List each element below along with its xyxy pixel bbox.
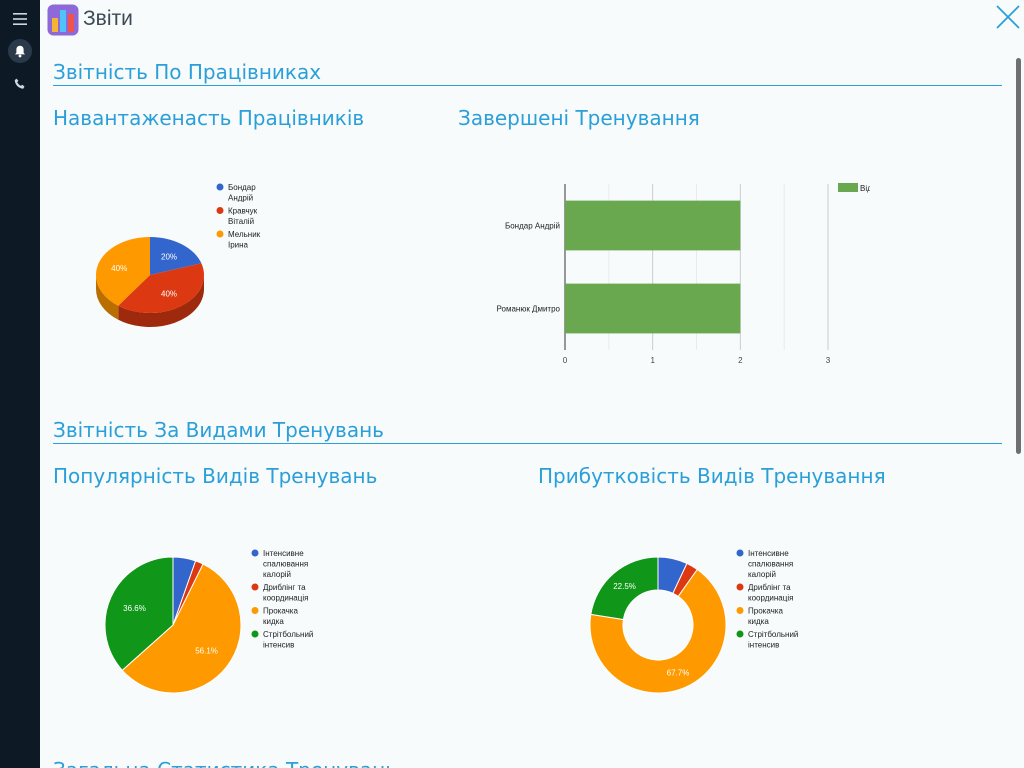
legend-swatch	[251, 549, 259, 557]
x-tick-label: 0	[563, 356, 568, 365]
legend-swatch	[216, 183, 224, 191]
sidebar	[0, 0, 40, 768]
slice-data-label: 36.6%	[123, 604, 146, 613]
slice-data-label: 56.1%	[195, 647, 218, 656]
legend-label: Дриблінг та	[263, 583, 306, 592]
legend-label: Стрітбольний	[748, 630, 798, 639]
legend-label: координація	[263, 594, 308, 603]
chart-title-completed: Завершені Тренування	[458, 106, 700, 130]
legend-label: Мельник	[228, 230, 261, 239]
bell-icon[interactable]	[8, 39, 32, 63]
section-divider	[53, 85, 1002, 86]
legend-label: Ірина	[228, 241, 249, 250]
legend-label: Кравчук	[228, 207, 258, 216]
legend-label: Відбувся	[860, 184, 870, 193]
legend-label: калорій	[263, 570, 291, 579]
pie-slice-мельник-ірина	[96, 237, 150, 306]
section-title-general: Загальна Статистика Тренувань	[53, 758, 397, 768]
slice-data-label: 22.5%	[613, 582, 636, 591]
legend-label: Стрітбольний	[263, 630, 313, 639]
menu-icon[interactable]	[8, 7, 32, 31]
close-icon[interactable]	[994, 3, 1022, 31]
pie-slice-side-мельник-ірина	[96, 275, 119, 320]
legend-label: Інтенсивне	[748, 549, 789, 558]
legend-label: Андрій	[228, 194, 253, 203]
legend-swatch	[251, 607, 259, 614]
title-bar: Звіти	[40, 0, 1024, 40]
phone-icon[interactable]	[8, 72, 32, 96]
legend-swatch	[251, 583, 259, 591]
legend-swatch	[736, 607, 744, 614]
legend-label: спалювання	[263, 560, 308, 569]
x-tick-label: 2	[738, 356, 743, 365]
legend-label: калорій	[748, 570, 776, 579]
donut-slice-прокачка-кидка	[589, 568, 727, 694]
x-tick-label: 1	[650, 356, 655, 365]
pie-slice-side-кравчук-віталій	[118, 275, 204, 327]
chart-title-workload: Навантаженасть Працівників	[53, 106, 365, 130]
legend-label: кидка	[263, 617, 284, 626]
donut-slice-стрітбольний-інтенсив	[590, 556, 659, 621]
legend-swatch	[216, 207, 224, 214]
bar-chart-app-icon	[47, 4, 79, 36]
chart-title-profitability: Прибутковість Видів Тренування	[538, 464, 886, 488]
bar-бондар-андрій	[565, 200, 741, 251]
legend-label: інтенсив	[748, 641, 779, 650]
pie-data-label: 20%	[161, 253, 177, 262]
pie-data-label: 40%	[111, 264, 127, 273]
legend-label: Віталій	[228, 217, 254, 226]
legend-label: координація	[748, 594, 793, 603]
y-category-label: Бондар Андрій	[505, 222, 560, 231]
legend-label: Інтенсивне	[263, 549, 304, 558]
legend-swatch	[838, 183, 858, 192]
legend-label: Прокачка	[748, 607, 783, 616]
legend-swatch	[736, 549, 744, 557]
pie-slice-бондар-андрій	[150, 237, 202, 275]
y-category-label: Романюк Дмитро	[497, 305, 561, 314]
legend-label: інтенсив	[263, 641, 294, 650]
legend-label: Дриблінг та	[748, 583, 791, 592]
chart-title-popularity: Популярність Видів Тренувань	[53, 464, 378, 488]
window-title: Звіти	[83, 7, 133, 30]
section-divider	[53, 443, 1002, 444]
legend-swatch	[216, 230, 224, 238]
completed-bar-chart: 0 1 2 3 Бондар Андрій Романюк Дмитро Відбувся	[497, 183, 870, 365]
reports-content: Звітність По Працівниках Навантаженасть …	[40, 40, 1002, 768]
x-tick-label: 3	[826, 356, 831, 365]
legend-swatch	[251, 630, 259, 638]
legend-label: Прокачка	[263, 607, 298, 616]
bar-романюк-дмитро	[565, 283, 741, 334]
pie-data-label: 40%	[161, 289, 177, 298]
legend-swatch	[736, 583, 744, 591]
section-title-employees: Звітність По Працівниках	[53, 60, 322, 84]
legend-label: спалювання	[748, 560, 793, 569]
pie-slice-прокачка-кидка	[121, 563, 242, 694]
scrollbar[interactable]	[1016, 58, 1021, 454]
section-title-training-types: Звітність За Видами Тренувань	[53, 418, 384, 442]
legend-label: кидка	[748, 617, 769, 626]
legend-swatch	[736, 630, 744, 638]
legend-label: Бондар	[228, 183, 256, 192]
pie-slice-стрітбольний-інтенсив	[104, 556, 174, 671]
pie-slice-кравчук-віталій	[118, 263, 204, 313]
slice-data-label: 67.7%	[667, 668, 690, 677]
